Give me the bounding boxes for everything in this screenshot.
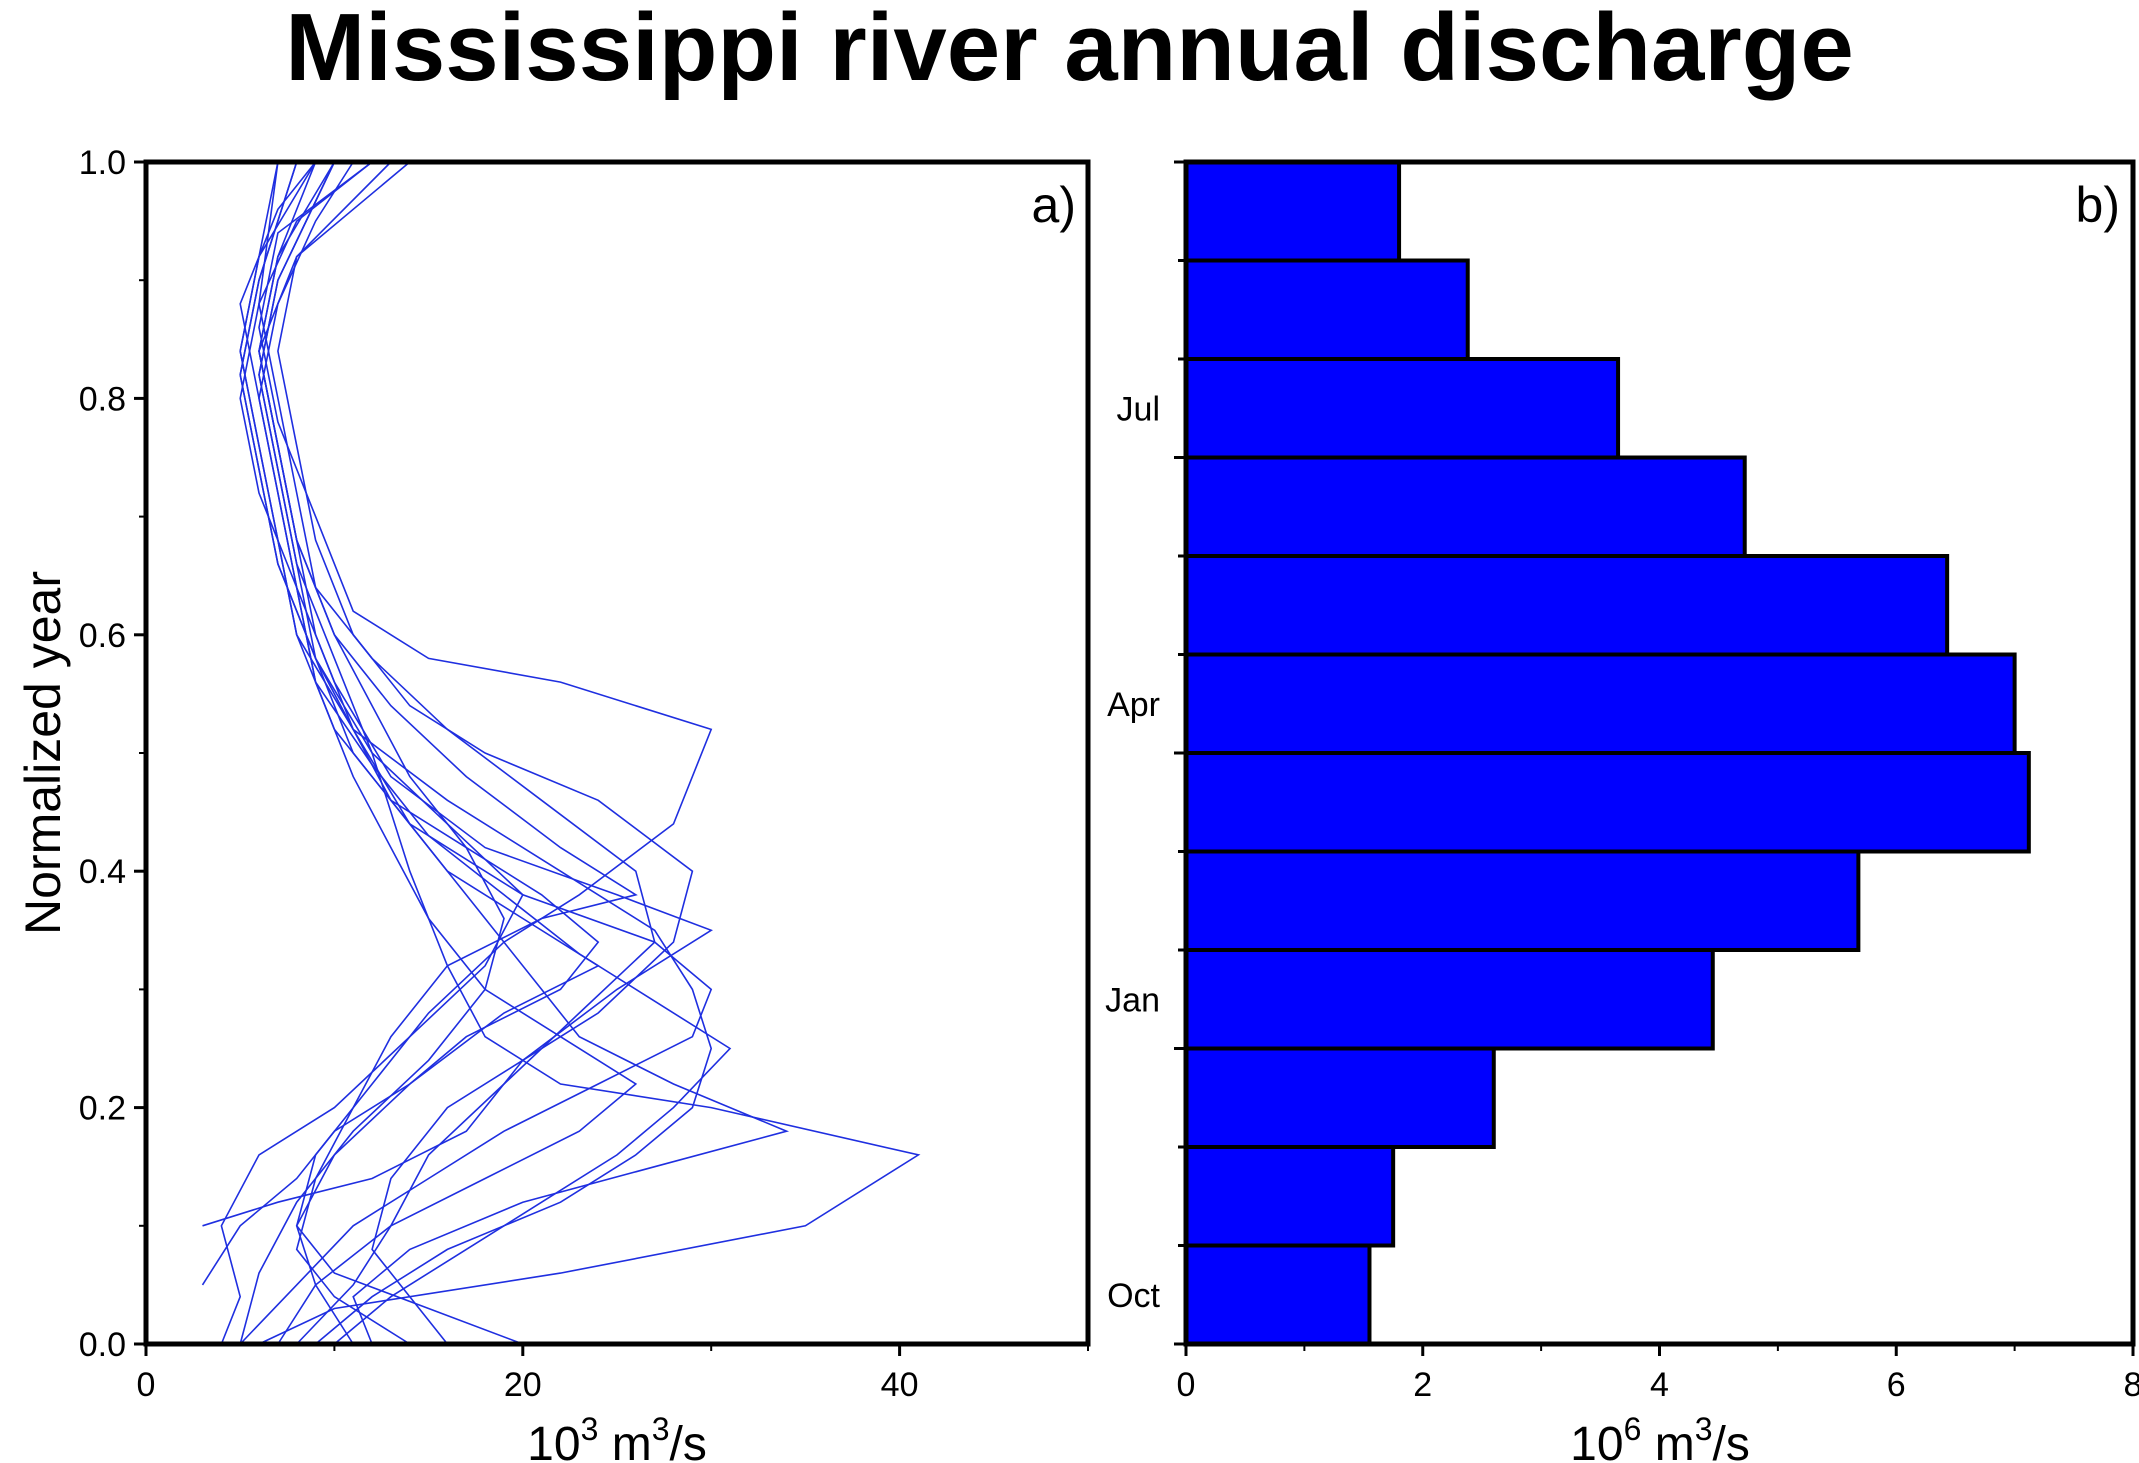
month-label: Jan (1105, 981, 1160, 1019)
month-bar-3 (1184, 1046, 1496, 1149)
monthly-bars (1184, 160, 2031, 1346)
month-label: Jul (1117, 390, 1160, 428)
y-tick-label: 0.0 (79, 1326, 126, 1364)
month-label: Oct (1107, 1277, 1160, 1315)
y-tick-label: 1.0 (79, 144, 126, 182)
panel-a-x-axis-title: 103 m3/s (527, 1411, 707, 1463)
discharge-line-2 (258, 161, 921, 1345)
discharge-line-3 (239, 161, 713, 1345)
month-bar-5 (1184, 849, 1861, 952)
y-tick-label: 0.2 (79, 1090, 126, 1128)
month-label: Apr (1107, 686, 1160, 724)
month-bar-12 (1184, 160, 1402, 263)
discharge-lines (201, 161, 921, 1345)
y-tick-label: 0.4 (79, 853, 126, 891)
x-tick-label: 6 (1887, 1366, 1906, 1404)
x-tick-label: 40 (881, 1366, 919, 1404)
discharge-line-7 (239, 161, 790, 1345)
discharge-line-4 (202, 161, 713, 1227)
panel-a-label: a) (1032, 177, 1076, 233)
panel-b-x-axis-title: 106 m3/s (1570, 1411, 1750, 1463)
x-tick-label: 8 (2124, 1366, 2139, 1404)
y-tick-label: 0.6 (79, 617, 126, 655)
x-tick-label: 0 (137, 1366, 156, 1404)
panel-a-axes: 0.0 0.2 0.4 0.6 0.8 1.0 0 20 40 (79, 144, 1089, 1404)
month-bar-8 (1184, 554, 1950, 657)
discharge-line-10 (239, 161, 638, 1345)
panel-b-bar-chart: Oct Jan Apr Jul 0 2 4 6 8 b) 106 m3/s (1105, 159, 2139, 1463)
panel-a-frame (143, 159, 1091, 1347)
page-title: Mississippi river annual discharge (285, 0, 1854, 101)
discharge-line-11 (258, 161, 732, 1345)
discharge-line-15 (258, 161, 600, 1345)
discharge-line-6 (239, 161, 713, 1345)
month-bar-6 (1184, 751, 2031, 854)
month-bar-4 (1184, 948, 1715, 1051)
x-tick-label: 20 (504, 1366, 542, 1404)
month-bar-7 (1184, 652, 2017, 755)
month-bar-2 (1184, 1145, 1396, 1248)
discharge-line-14 (277, 161, 694, 1345)
y-tick-label: 0.8 (79, 380, 126, 418)
y-axis-title: Normalized year (15, 571, 71, 935)
discharge-line-12 (258, 161, 656, 1345)
discharge-line-13 (239, 161, 505, 1345)
month-bar-1 (1184, 1243, 1372, 1346)
panel-b-axes: Oct Jan Apr Jul 0 2 4 6 8 (1105, 160, 2139, 1404)
month-bar-10 (1184, 357, 1621, 460)
month-bar-9 (1184, 455, 1747, 558)
x-tick-label: 4 (1650, 1366, 1669, 1404)
panel-a-line-chart: 0.0 0.2 0.4 0.6 0.8 1.0 0 20 40 a) Normalized ye… (15, 144, 1091, 1463)
x-tick-label: 2 (1413, 1366, 1432, 1404)
month-bar-11 (1184, 258, 1470, 361)
discharge-line-8 (201, 161, 600, 1286)
panel-b-label: b) (2076, 177, 2120, 233)
x-tick-label: 0 (1177, 1366, 1196, 1404)
panel-b-frame (1183, 159, 2136, 1347)
